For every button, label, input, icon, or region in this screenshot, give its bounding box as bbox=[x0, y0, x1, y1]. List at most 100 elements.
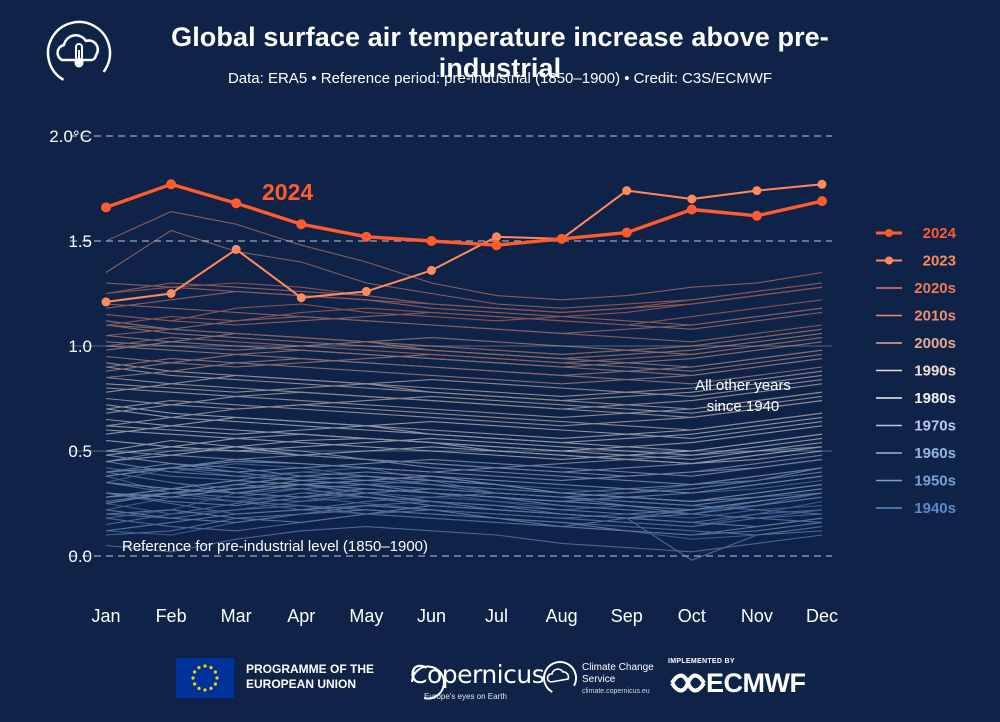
background-year-line bbox=[105, 211, 823, 301]
data-point-2023 bbox=[687, 194, 697, 204]
c3s-label: Climate Change Service bbox=[582, 662, 654, 685]
background-year-line bbox=[105, 324, 823, 355]
climate-change-service-icon bbox=[543, 661, 577, 695]
eu-star bbox=[203, 688, 207, 692]
background-year-line bbox=[105, 526, 823, 553]
x-tick-label: Apr bbox=[287, 606, 315, 626]
eu-star bbox=[197, 686, 201, 690]
eu-flag-icon bbox=[176, 658, 234, 698]
background-year-line bbox=[105, 458, 823, 481]
x-tick-label: May bbox=[349, 606, 383, 626]
legend-marker-2024 bbox=[885, 229, 893, 237]
legend-label-1960s: 1960s bbox=[914, 445, 956, 462]
background-year-line bbox=[105, 337, 823, 364]
eu-star bbox=[213, 682, 217, 686]
header: Global surface air temperature increase … bbox=[0, 0, 1000, 110]
data-point-2024 bbox=[556, 233, 567, 244]
data-point-2024 bbox=[426, 236, 437, 246]
background-year-line bbox=[105, 286, 823, 322]
copernicus-tagline: Europe's eyes on Earth bbox=[424, 692, 507, 701]
legend-label-1990s: 1990s bbox=[914, 363, 956, 380]
background-year-line bbox=[105, 290, 823, 326]
temperature-chart: 0.0 0.5 1.0 1.5 2.0°C Jan Feb Mar Apr May Jun Jul Au… bbox=[49, 127, 957, 626]
footer: PROGRAMME OF THE EUROPEAN UNION Copernic… bbox=[0, 640, 1000, 722]
eu-star bbox=[209, 666, 213, 670]
c3s-url: climate.copernicus.eu bbox=[582, 688, 650, 695]
x-tick-label: Aug bbox=[546, 606, 578, 626]
eu-star bbox=[193, 682, 197, 686]
x-tick-label: Jan bbox=[91, 606, 120, 626]
legend-label-2023: 2023 bbox=[923, 253, 956, 270]
background-year-line bbox=[105, 505, 823, 536]
background-year-line bbox=[105, 439, 823, 465]
background-year-line bbox=[105, 475, 823, 494]
background-year-line bbox=[105, 454, 823, 477]
data-point-2023 bbox=[166, 289, 176, 298]
background-year-line bbox=[105, 421, 823, 439]
data-point-2023 bbox=[752, 186, 762, 196]
legend-label-1950s: 1950s bbox=[914, 473, 956, 490]
data-point-2023 bbox=[296, 293, 306, 303]
highlight-year-label: 2024 bbox=[262, 179, 313, 205]
background-year-line bbox=[105, 460, 823, 498]
eu-star bbox=[215, 676, 219, 680]
background-year-line bbox=[105, 316, 823, 343]
background-year-line bbox=[105, 509, 823, 532]
legend-marker-2023 bbox=[885, 256, 893, 265]
background-year-line bbox=[105, 471, 823, 505]
legend-label-1980s: 1980s bbox=[914, 390, 956, 407]
background-year-line bbox=[105, 362, 823, 397]
background-year-line bbox=[105, 463, 823, 494]
legend-label-2024: 2024 bbox=[923, 225, 957, 242]
y-tick-label: 2.0°C bbox=[49, 127, 92, 146]
background-year-line bbox=[105, 349, 823, 376]
x-tick-label: Dec bbox=[806, 606, 838, 626]
background-year-line bbox=[105, 475, 823, 502]
eu-star bbox=[203, 664, 207, 668]
background-year-line bbox=[105, 374, 823, 410]
data-point-2024 bbox=[817, 196, 827, 207]
background-year-line bbox=[105, 324, 823, 360]
data-point-2023 bbox=[492, 232, 502, 242]
background-year-line bbox=[105, 437, 823, 456]
other-years-label: since 1940 bbox=[707, 398, 780, 415]
data-point-2023 bbox=[231, 244, 241, 254]
y-tick-label: 1.0 bbox=[68, 337, 92, 356]
chart-subtitle: Data: ERA5 • Reference period: pre-indus… bbox=[227, 70, 773, 87]
background-year-line bbox=[105, 395, 823, 414]
copernicus-logo-icon bbox=[411, 665, 445, 700]
x-tick-label: Feb bbox=[156, 606, 187, 626]
data-point-2023 bbox=[622, 186, 632, 196]
series-line-2023 bbox=[105, 183, 823, 303]
series-line-2024 bbox=[105, 182, 823, 247]
y-tick-label: 0.5 bbox=[68, 442, 92, 461]
background-year-line bbox=[105, 391, 823, 418]
background-year-line bbox=[105, 433, 823, 460]
data-point-2024 bbox=[491, 240, 502, 251]
data-point-2023 bbox=[817, 179, 827, 189]
data-point-2024 bbox=[686, 204, 697, 215]
data-point-2024 bbox=[166, 179, 177, 190]
background-year-line bbox=[105, 282, 823, 313]
data-point-2024 bbox=[231, 198, 242, 209]
ecmwf-name: ECMWF bbox=[706, 668, 806, 698]
background-year-line bbox=[105, 479, 823, 511]
background-year-line bbox=[105, 358, 823, 385]
x-tick-label: Oct bbox=[678, 606, 706, 626]
y-tick-label: 0.0 bbox=[68, 547, 92, 566]
data-point-2023 bbox=[361, 286, 371, 296]
legend-label-2010s: 2010s bbox=[914, 308, 956, 325]
x-tick-label: Nov bbox=[741, 606, 773, 626]
data-point-2024 bbox=[101, 202, 111, 213]
implemented-by-label: IMPLEMENTED BY bbox=[668, 658, 735, 665]
background-year-line bbox=[105, 299, 823, 326]
background-year-line bbox=[105, 416, 823, 452]
legend-label-2020s: 2020s bbox=[914, 280, 956, 297]
background-years-group bbox=[105, 211, 823, 561]
chart-title: Global surface air temperature increase … bbox=[171, 22, 829, 83]
background-year-line bbox=[105, 379, 823, 397]
eu-programme-label: PROGRAMME OF THE EUROPEAN UNION bbox=[246, 662, 374, 691]
data-point-2024 bbox=[296, 219, 307, 230]
data-point-2023 bbox=[101, 297, 111, 307]
eu-star bbox=[213, 670, 217, 674]
